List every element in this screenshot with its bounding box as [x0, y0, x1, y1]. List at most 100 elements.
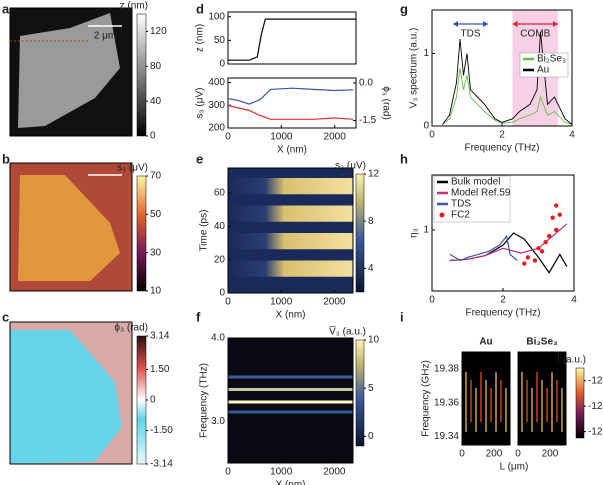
- data-point: [543, 239, 548, 245]
- colorbar-tick-label: 12: [368, 169, 380, 180]
- panel-letter: h: [400, 151, 408, 166]
- data-point: [550, 215, 555, 220]
- y-tick-label: 0: [219, 59, 225, 70]
- x-tick-label: 2000: [324, 132, 347, 143]
- data-line: [442, 31, 573, 125]
- data-point: [525, 255, 531, 260]
- scalebar-label: 2 μm: [94, 31, 116, 42]
- x-tick-label: 0: [225, 132, 231, 143]
- y-tick-label: 4.0: [211, 333, 225, 344]
- colorbar-title: s₃ (μV): [335, 161, 366, 172]
- annotation: TDS: [461, 29, 481, 40]
- x-tick-label: 0: [429, 295, 435, 306]
- y-axis-label: Frequency (THz): [199, 363, 210, 438]
- y-tick-label: 19.36: [434, 397, 459, 408]
- stripe: [228, 375, 353, 379]
- legend-marker: [439, 212, 445, 218]
- legend-label: FC2: [451, 210, 470, 221]
- plot-frame: [9, 321, 133, 465]
- colorbar-tick-label: 80: [150, 61, 162, 72]
- x-tick-label: 2000: [323, 297, 346, 308]
- colorbar-tick-label: 70: [150, 171, 162, 182]
- y-tick-label: 3.0: [211, 416, 225, 427]
- colorbar-title: z (nm): [120, 1, 148, 12]
- data-point: [532, 258, 538, 263]
- flake: [18, 175, 120, 281]
- panel-letter: f: [196, 309, 201, 324]
- data-line: [227, 104, 354, 120]
- colorbar: [355, 173, 365, 293]
- x-axis-label: X (nm): [277, 145, 307, 156]
- y-tick-label: 300: [208, 100, 225, 111]
- y-tick-label: 50: [214, 35, 226, 46]
- plot-frame: [9, 7, 133, 137]
- plot-frame: [461, 351, 511, 446]
- y-tick-label: 400: [208, 77, 225, 88]
- plot-frame: [227, 167, 354, 294]
- data-line: [442, 67, 573, 125]
- legend-label: Bi₂Se₃: [537, 54, 566, 65]
- data-line: [228, 18, 356, 61]
- colorbar-tick-label: 120: [150, 26, 167, 37]
- colorbar-tick-label: 0: [150, 131, 156, 142]
- plot-frame: [227, 337, 354, 464]
- y-tick-label: 200: [208, 123, 225, 134]
- colorbar-tick-label: -120: [588, 375, 603, 386]
- y-tick-label: 1: [423, 225, 429, 236]
- y-tick-label: 100: [208, 11, 225, 22]
- colorbar-tick-label: 8: [368, 216, 374, 227]
- stripe: [228, 400, 353, 404]
- stripe: [228, 388, 353, 391]
- x-tick-label: 2: [500, 295, 506, 306]
- arrow-head: [512, 21, 558, 27]
- x-tick-label: 2000: [323, 467, 346, 478]
- data-line: [227, 87, 354, 105]
- colorbar-tick-label: 40: [150, 96, 162, 107]
- colorbar-title: ϕ₃ (rad): [114, 323, 148, 334]
- data-point: [536, 246, 541, 251]
- colorbar-tick-label: 10: [150, 286, 162, 297]
- data-point: [539, 249, 545, 254]
- y-tick-label: 0.0: [359, 78, 373, 89]
- stripe: [228, 205, 353, 222]
- x-axis-label: Frequency (THz): [464, 143, 539, 154]
- stripe: [228, 410, 353, 414]
- y-tick-label: 0: [219, 288, 225, 299]
- plot-frame: [517, 351, 567, 446]
- colorbar-title: I (a.u.): [557, 355, 586, 366]
- panel-letter: c: [2, 309, 9, 324]
- legend-box: [519, 52, 569, 78]
- plot-frame: [227, 11, 357, 65]
- y-tick-label: -1.5: [359, 115, 377, 126]
- colorbar-title: s₃ (μV): [117, 163, 148, 174]
- panel-letter: e: [196, 151, 203, 166]
- data-point: [557, 212, 562, 217]
- y-tick-label: 20: [214, 254, 226, 265]
- y-tick-label: 19.34: [434, 431, 459, 442]
- colorbar: [136, 13, 147, 137]
- colorbar-tick-label: -124: [588, 401, 603, 412]
- colorbar-tick-label: 50: [150, 209, 162, 220]
- x-tick-label: 200: [486, 449, 503, 460]
- colorbar: [136, 335, 147, 465]
- x-tick-label: 1000: [270, 467, 293, 478]
- subplot-title: Bi₂Se₃: [526, 337, 558, 348]
- legend-label: Bulk model: [451, 177, 500, 188]
- panel-letter: g: [400, 1, 408, 16]
- x-axis-label: L (μm): [500, 462, 529, 473]
- x-tick-label: 1000: [270, 297, 293, 308]
- y-tick-label: 1: [423, 48, 429, 59]
- colorbar: [355, 339, 365, 447]
- legend-label: TDS: [451, 199, 471, 210]
- x-tick-label: 2: [499, 130, 505, 141]
- y-tick-label: 19.38: [434, 364, 459, 375]
- data-point: [554, 203, 559, 208]
- y-axis-label: Frequency (GHz): [421, 360, 432, 437]
- data-line: [449, 223, 568, 262]
- colorbar-tick-label: 4: [368, 263, 374, 274]
- y-axis-label: Time (ps): [199, 210, 210, 252]
- colorbar-tick-label: 5: [368, 383, 374, 394]
- x-axis-label: Frequency (THz): [465, 308, 540, 319]
- colorbar-tick-label: 0: [368, 431, 374, 442]
